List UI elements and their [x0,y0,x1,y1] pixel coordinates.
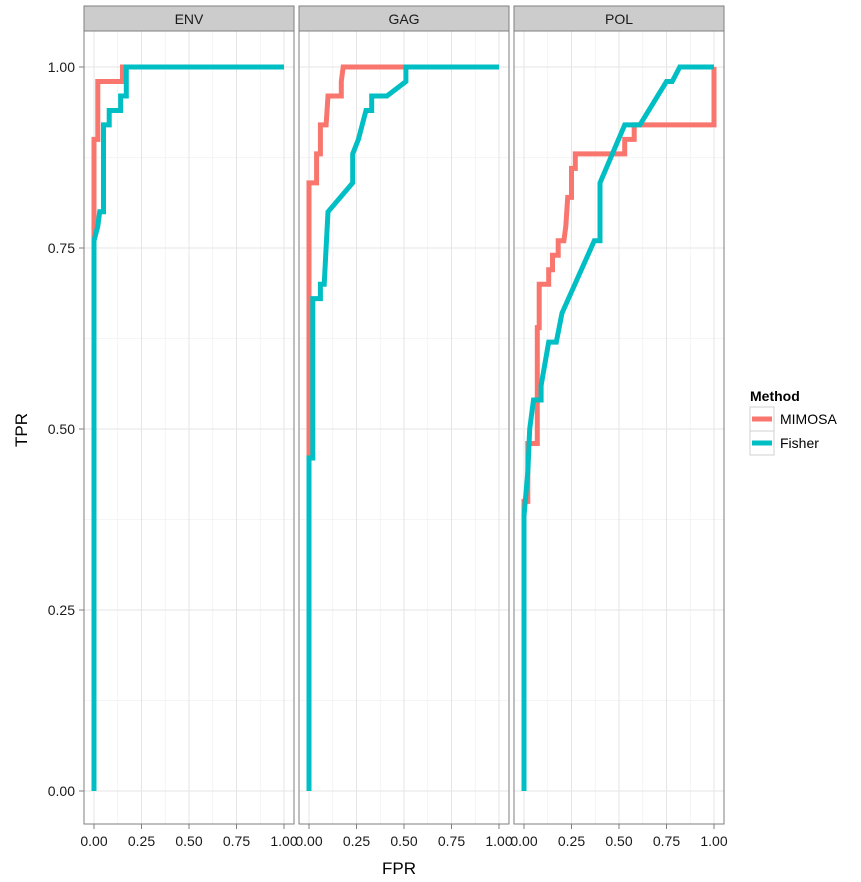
panel-env: ENV 0.00 0.25 0.50 0.75 1.00 [80,5,298,849]
legend-items: MIMOSA Fisher [749,406,837,456]
x-axis-title: FPR [382,859,416,878]
facet-strip-label: ENV [175,11,204,27]
x-tick-label: 0.25 [558,833,585,849]
series-line-fisher [91,64,284,791]
x-tick-label: 1.00 [270,833,297,849]
series-line-mimosa [521,67,717,516]
facet-strip-label: POL [605,11,633,27]
x-tick-label: 0.25 [343,833,370,849]
legend-item-mimosa: MIMOSA [749,406,837,432]
facet-strip-label: GAG [388,11,419,27]
x-tick-label: 0.50 [605,833,632,849]
x-tick-label: 0.75 [653,833,680,849]
y-axis-title: TPR [12,413,31,447]
x-tick-label: 0.25 [128,833,155,849]
series-line-mimosa [91,64,284,241]
series-line-fisher [306,64,499,791]
legend-label: MIMOSA [780,411,837,427]
legend-title: Method [750,388,800,404]
y-tick-label: 0.75 [48,240,75,256]
y-tick-label: 0.25 [48,602,75,618]
y-axis: 0.00 0.25 0.50 0.75 1.00 [48,59,84,799]
facet-strip [83,5,295,32]
legend-label: Fisher [780,435,819,451]
x-tick-label: 0.50 [175,833,202,849]
facet-strip [513,5,725,32]
x-tick-label: 0.00 [80,833,107,849]
x-tick-label: 0.00 [295,833,322,849]
panel-gag: GAG 0.00 0.25 0.50 0.75 1.00 [295,5,513,849]
x-tick-label: 1.00 [700,833,727,849]
x-tick-label: 0.75 [223,833,250,849]
y-tick-label: 0.00 [48,783,75,799]
x-tick-label: 0.00 [510,833,537,849]
legend: Method MIMOSA Fisher [749,388,837,456]
panels-layer: ENV 0.00 0.25 0.50 0.75 1.00 GAG 0.00 0.25 0.50 0.… [80,5,728,849]
series-line-fisher [521,64,714,791]
x-tick-label: 0.75 [438,833,465,849]
panel-pol: POL 0.00 0.25 0.50 0.75 1.00 [510,5,728,849]
x-tick-label: 0.50 [390,833,417,849]
x-tick-label: 1.00 [485,833,512,849]
y-tick-label: 1.00 [48,59,75,75]
legend-item-fisher: Fisher [749,430,819,456]
series-line-mimosa [306,64,499,458]
y-tick-label: 0.50 [48,421,75,437]
